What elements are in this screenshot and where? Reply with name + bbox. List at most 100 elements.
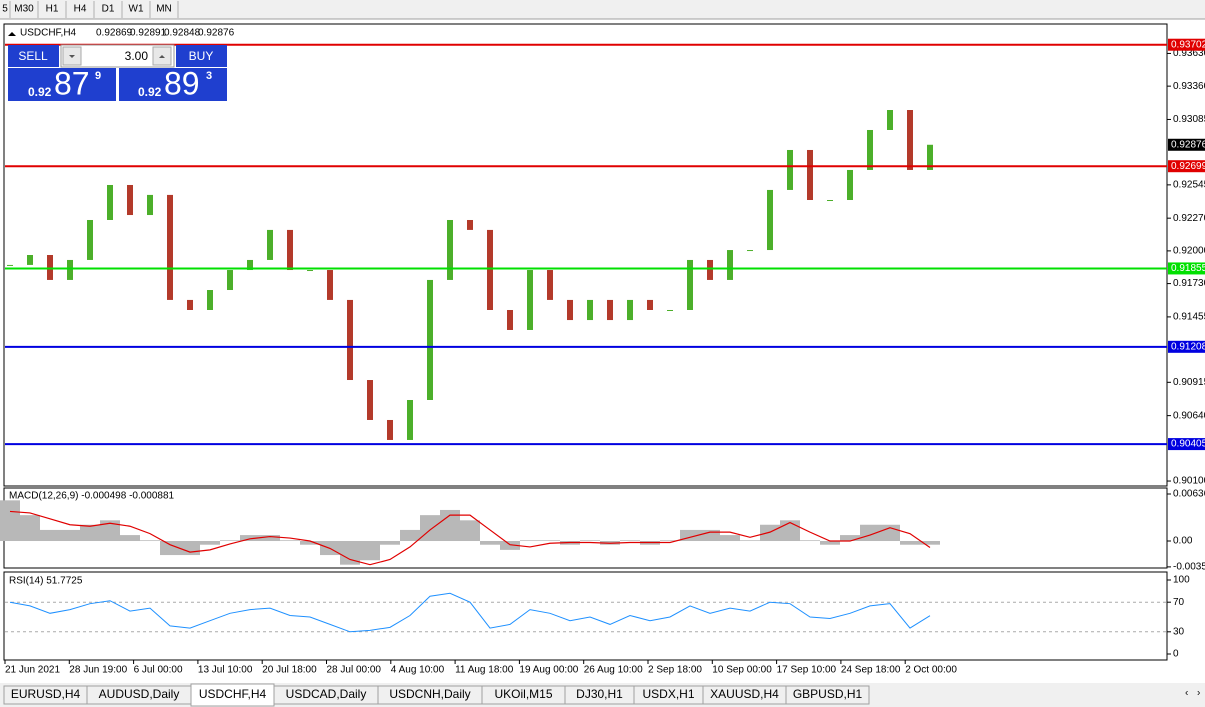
tab-label[interactable]: AUDUSD,Daily [99,687,180,701]
macd-bar [660,540,680,542]
candle [7,264,13,266]
tab-label[interactable]: UKOil,M15 [494,687,552,701]
candle [267,229,273,260]
timeframe[interactable]: M30 [14,4,34,15]
lots-input[interactable] [60,44,175,68]
sell-button[interactable] [8,45,59,67]
tab-label[interactable]: EURUSD,H4 [11,687,81,701]
candle [27,255,33,265]
macd-bar [740,540,760,542]
timeframe[interactable]: H1 [46,4,59,15]
macd-bar [540,540,560,542]
rsi-pane [3,571,1168,661]
low: 0.92848 [164,28,201,39]
y-tick-label: 0.90915 [1173,377,1205,388]
candle [547,270,553,300]
candle [167,194,173,300]
macd-bar [180,541,200,556]
tab-label[interactable]: USDCNH,Daily [389,687,470,701]
timeframe[interactable]: 5 [2,4,8,15]
timeframe[interactable]: MN [156,4,172,15]
y-tick-label: 70 [1173,597,1185,608]
tab-label[interactable]: USDCHF,H4 [199,687,267,701]
timeframe[interactable]: H4 [74,4,87,15]
high: 0.92891 [130,28,167,39]
macd-bar [500,541,520,550]
x-tick-label: 24 Sep 18:00 [841,665,901,676]
buy-price-box[interactable] [119,68,227,101]
tab-label[interactable]: USDCAD,Daily [286,687,367,701]
level-tag [1168,340,1205,353]
macd-bar [680,529,700,542]
macd-bar [0,500,20,542]
candle [227,270,233,291]
timeframe[interactable]: W1 [129,4,144,15]
macd-bar [140,540,160,542]
candle [627,299,633,321]
candle [307,270,313,272]
y-tick-label: 0.00 [1173,536,1193,547]
buy-frac: 3 [206,70,212,82]
y-tick-label: 0.93085 [1173,114,1205,125]
tab[interactable] [785,685,870,705]
x-tick-label: 19 Aug 00:00 [519,665,578,676]
tab-label[interactable]: DJ30,H1 [576,687,623,701]
candle [507,309,513,330]
scroll-left[interactable]: ‹ [1185,688,1188,699]
candle [207,290,213,310]
macd-bar [280,540,300,542]
timeframe[interactable]: D1 [102,4,115,15]
macd-bar [120,535,140,542]
y-tick-label: 30 [1173,626,1185,637]
y-tick-label: 0.92545 [1173,180,1205,191]
toolbar [0,0,1205,19]
level-tag [1168,160,1205,173]
candle [107,184,113,220]
rsi-title: RSI(14) 51.7725 [9,576,83,587]
x-tick-label: 26 Aug 10:00 [584,665,643,676]
candle [287,229,293,271]
y-tick-label: 0 [1173,649,1179,660]
lots[interactable]: 3.00 [125,49,149,63]
sell-price-box[interactable] [8,68,116,101]
x-tick-label: 2 Sep 18:00 [648,665,702,676]
scroll-right[interactable]: › [1197,688,1200,699]
tab-label[interactable]: GBPUSD,H1 [793,687,863,701]
macd-bar [400,529,420,542]
macd-bar [900,541,920,545]
candle [327,270,333,300]
y-tick-label: 0.91455 [1173,312,1205,323]
buy-button[interactable] [176,45,227,67]
y-tick-label: -0.00350 [1173,562,1205,573]
x-tick-label: 2 Oct 00:00 [905,665,957,676]
macd-bar [340,541,360,565]
sell-pips: 87 [54,65,90,101]
macd-bar [840,535,860,542]
candle [407,399,413,440]
candle [87,219,93,260]
tab-label[interactable]: USDX,H1 [642,687,694,701]
candle [247,259,253,271]
x-tick-label: 28 Jul 00:00 [327,665,382,676]
macd-bar [300,541,320,545]
main-pane [3,23,1168,487]
macd-bar [240,535,260,542]
down-arrow [69,55,75,58]
tab-label[interactable]: XAUUSD,H4 [710,687,779,701]
macd-bar [360,541,380,561]
candle [747,250,753,252]
x-tick-label: 4 Aug 10:00 [391,665,445,676]
x-tick-label: 17 Sep 10:00 [777,665,837,676]
macd-bar [800,540,820,542]
sell-label[interactable]: SELL [18,49,48,63]
macd-bar [20,515,40,542]
candle [467,219,473,230]
candle [527,270,533,330]
candle [707,259,713,280]
macd-bar [80,524,100,542]
buy-label[interactable]: BUY [189,49,214,63]
